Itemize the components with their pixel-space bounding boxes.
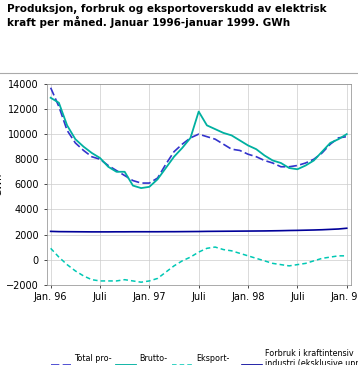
Y-axis label: GWh: GWh — [0, 173, 3, 196]
Text: Produksjon, forbruk og eksportoverskudd av elektrisk
kraft per måned. Januar 199: Produksjon, forbruk og eksportoverskudd … — [7, 4, 327, 28]
Legend: Total pro-
duksjon, Brutto-
forbruk, Eksport-
overskudd, Forbruk i kraftintensiv: Total pro- duksjon, Brutto- forbruk, Eks… — [50, 349, 358, 365]
